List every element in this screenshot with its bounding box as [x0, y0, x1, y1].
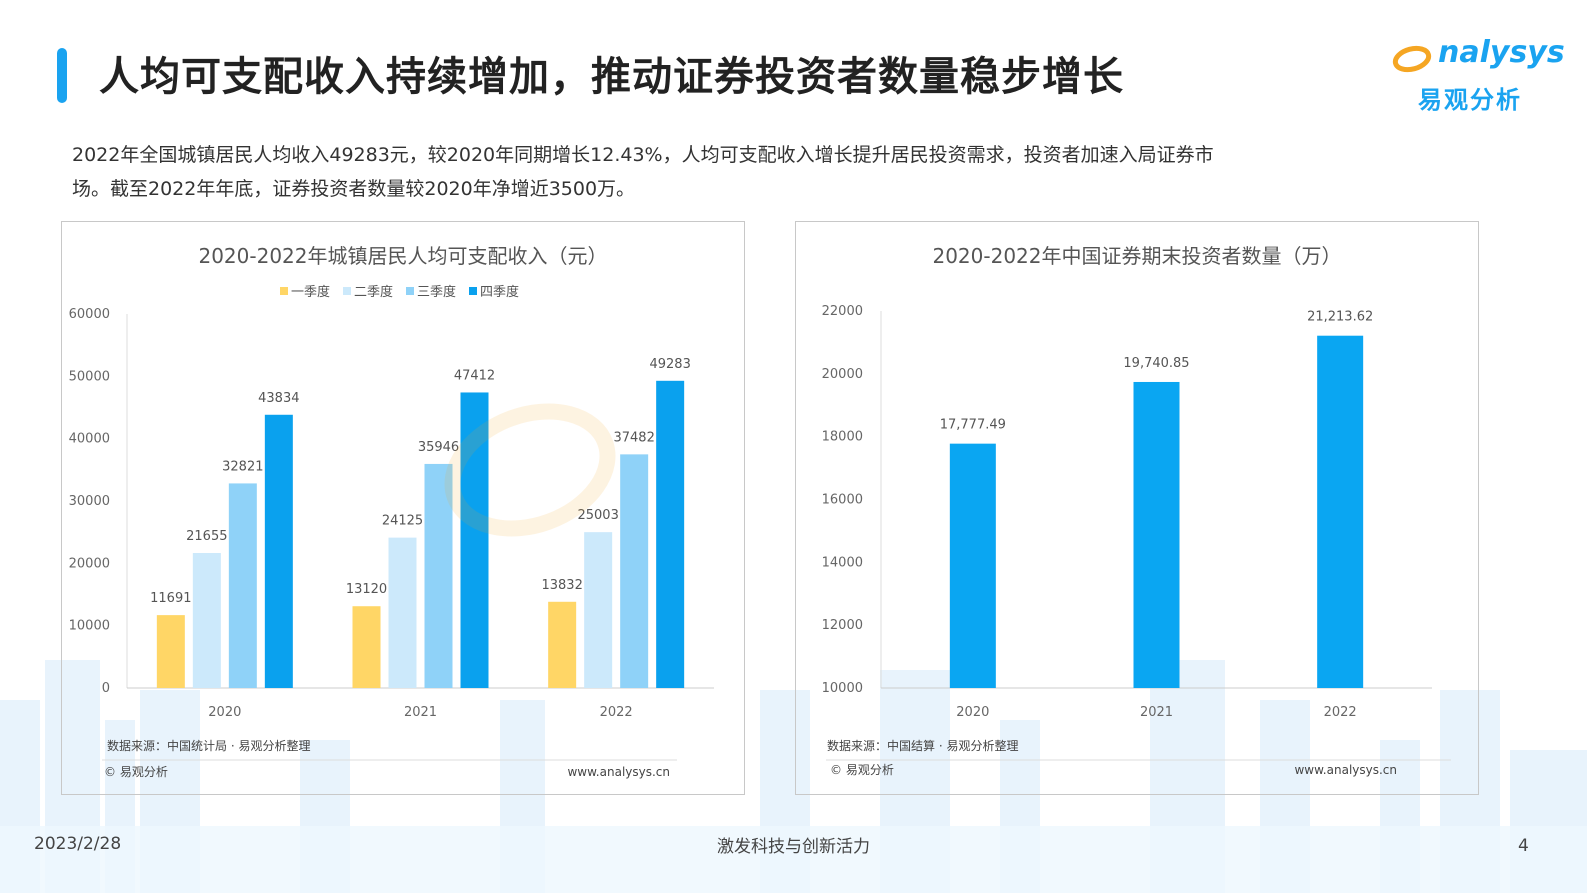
legend-swatch	[280, 287, 288, 295]
x-tick-label: 2020	[208, 705, 241, 720]
intro-paragraph: 2022年全国城镇居民人均收入49283元，较2020年同期增长12.43%，人…	[72, 138, 1462, 206]
bar	[352, 606, 381, 688]
bar	[949, 443, 996, 688]
x-tick-label: 2022	[1324, 705, 1357, 720]
data-label: 17,777.49	[940, 418, 1006, 433]
bar	[584, 532, 613, 688]
y-tick-label: 20000	[822, 367, 863, 382]
data-label: 13832	[541, 578, 582, 593]
y-tick-label: 10000	[822, 681, 863, 696]
legend-swatch	[343, 287, 351, 295]
bar	[1133, 381, 1180, 688]
bar	[620, 454, 649, 688]
page-title: 人均可支配收入持续增加，推动证券投资者数量稳步增长	[99, 54, 1124, 100]
title-accent-bar	[57, 48, 67, 103]
logo-chinese: 易观分析	[1418, 86, 1522, 114]
bar	[656, 380, 685, 688]
data-source: 数据来源：中国结算 · 易观分析整理	[827, 738, 1018, 753]
chart-title: 2020-2022年城镇居民人均可支配收入（元）	[198, 244, 607, 268]
data-label: 37482	[613, 430, 654, 445]
y-tick-label: 22000	[822, 304, 863, 319]
y-tick-label: 30000	[69, 494, 110, 509]
footer-slogan: 激发科技与创新活力	[717, 837, 870, 857]
y-tick-label: 12000	[822, 618, 863, 633]
x-tick-label: 2022	[600, 705, 633, 720]
bar	[424, 463, 453, 688]
income-chart: 2020-2022年城镇居民人均可支配收入（元） 一季度 二季度 三季度 四季度 0 100…	[69, 244, 714, 779]
data-label: 11691	[150, 591, 191, 606]
data-label: 13120	[346, 582, 387, 597]
x-tick-label: 2021	[404, 705, 437, 720]
y-tick-label: 40000	[69, 432, 110, 447]
x-tick-label: 2020	[956, 705, 989, 720]
data-label: 24125	[382, 514, 423, 529]
y-tick-label: 10000	[69, 619, 110, 634]
y-tick-label: 14000	[822, 555, 863, 570]
legend-label: 三季度	[417, 284, 456, 300]
analysys-logo-icon	[1392, 45, 1432, 73]
y-tick-label: 20000	[69, 556, 110, 571]
bar	[192, 553, 221, 688]
website: www.analysys.cn	[1294, 763, 1397, 777]
legend-label: 一季度	[291, 284, 330, 300]
investor-chart: 2020-2022年中国证券期末投资者数量（万） 10000 12000 14000 1…	[822, 244, 1451, 777]
bar	[1317, 335, 1364, 688]
y-tick-label: 60000	[69, 307, 110, 322]
data-label: 43834	[258, 391, 299, 406]
y-tick-label: 18000	[822, 430, 863, 445]
data-label: 21655	[186, 529, 227, 544]
legend-swatch	[469, 287, 477, 295]
intro-line-1: 2022年全国城镇居民人均收入49283元，较2020年同期增长12.43%，人…	[72, 144, 1214, 166]
legend-label: 四季度	[480, 284, 519, 300]
bar	[388, 537, 417, 688]
intro-line-2: 场。截至2022年年底，证券投资者数量较2020年净增近3500万。	[72, 178, 636, 200]
chart-title: 2020-2022年中国证券期末投资者数量（万）	[932, 244, 1341, 268]
data-label: 35946	[418, 440, 459, 455]
page-number: 4	[1518, 836, 1529, 856]
y-tick-label: 16000	[822, 493, 863, 508]
data-source: 数据来源：中国统计局 · 易观分析整理	[107, 738, 310, 753]
data-label: 25003	[577, 508, 618, 523]
bar	[460, 392, 489, 688]
y-tick-label: 0	[102, 681, 110, 696]
website: www.analysys.cn	[567, 765, 670, 779]
copyright: © 易观分析	[104, 765, 168, 779]
legend-label: 二季度	[354, 284, 393, 300]
footer-date: 2023/2/28	[34, 834, 122, 854]
x-tick-label: 2021	[1140, 705, 1173, 720]
data-label: 49283	[649, 357, 690, 372]
data-label: 32821	[222, 459, 263, 474]
copyright: © 易观分析	[830, 763, 894, 777]
data-label: 19,740.85	[1123, 356, 1189, 371]
data-label: 47412	[454, 368, 495, 383]
data-label: 21,213.62	[1307, 310, 1373, 325]
logo-wordmark: nalysys	[1438, 35, 1565, 70]
bar	[264, 414, 293, 688]
bar	[156, 615, 185, 688]
logo-wordmark-text: nalysys	[1438, 35, 1565, 70]
legend-swatch	[406, 287, 414, 295]
investor-chart-panel: 2020-2022年中国证券期末投资者数量（万） 10000 12000 14000 1…	[795, 221, 1479, 795]
bar	[228, 483, 257, 688]
y-tick-label: 50000	[69, 369, 110, 384]
income-chart-panel: 2020-2022年城镇居民人均可支配收入（元） 一季度 二季度 三季度 四季度 0 100…	[61, 221, 745, 795]
bar	[548, 601, 577, 688]
